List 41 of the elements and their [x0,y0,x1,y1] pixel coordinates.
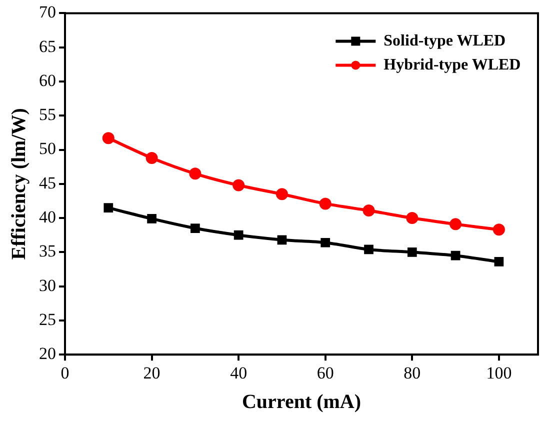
point [407,248,417,257]
y-tick-label: 50 [39,139,56,158]
point [277,235,287,245]
y-axis-title: Efficiency (lm/W) [8,108,30,260]
point [494,257,504,266]
y-tick-label: 35 [39,242,56,261]
x-tick-label: 100 [486,363,512,382]
y-tick-label: 70 [39,2,56,22]
y-tick-label: 25 [39,310,56,329]
point [190,224,200,233]
x-tick-label: 20 [143,363,160,382]
x-axis-title: Current (mA) [242,391,362,414]
y-tick-label: 65 [39,36,56,56]
point [362,204,375,217]
y-tick-label: 30 [39,276,56,295]
point [232,179,245,192]
point [234,230,244,240]
point [364,244,374,254]
point [450,218,462,230]
point [146,152,158,164]
point [450,250,460,260]
y-tick-label: 45 [39,173,56,192]
legend-label: Solid-type WLED [384,32,506,50]
legend-label: Hybrid-type WLED [384,56,521,74]
y-tick-label: 40 [39,208,56,227]
point [492,224,505,236]
point [104,203,114,212]
point [147,214,156,224]
point [276,188,288,200]
x-tick-label: 0 [60,363,70,382]
x-tick-label: 40 [230,363,248,382]
point [319,198,332,210]
y-tick-label: 60 [39,70,56,90]
point [320,238,330,248]
y-tick-label: 20 [39,344,56,364]
x-tick-label: 60 [316,363,334,382]
point [102,132,114,144]
x-tick-label: 80 [404,363,421,382]
point [189,168,202,180]
point [406,212,418,224]
y-tick-label: 55 [39,105,56,124]
